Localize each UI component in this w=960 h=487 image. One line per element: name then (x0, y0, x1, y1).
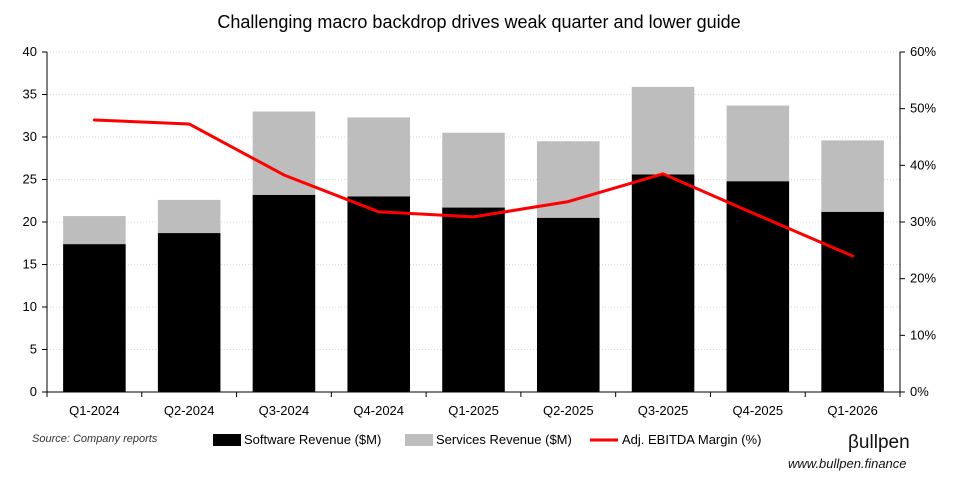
y-tick-label: 35 (23, 87, 37, 102)
y2-tick-label: 30% (910, 214, 936, 229)
margin-line-layer (92, 118, 855, 258)
y-tick-label: 40 (23, 44, 37, 59)
x-tick-label: Q4-2025 (733, 403, 784, 418)
bar-software (157, 233, 221, 392)
bar-software (726, 181, 790, 392)
legend-label-margin: Adj. EBITDA Margin (%) (622, 432, 761, 447)
y-tick-label: 10 (23, 299, 37, 314)
brand-logo: βullpen (848, 432, 910, 453)
y-tick-label: 0 (30, 384, 37, 399)
legend-label-services: Services Revenue ($M) (436, 432, 572, 447)
x-tick-label: Q1-2024 (69, 403, 120, 418)
bar-services (63, 216, 126, 245)
legend-swatch-software (213, 434, 241, 446)
bar-software (63, 244, 126, 392)
bar-software (252, 194, 316, 392)
chart-title: Challenging macro backdrop drives weak q… (217, 12, 740, 32)
bar-services (157, 199, 221, 234)
y-tick-label: 5 (30, 342, 37, 357)
y-tick-label: 25 (23, 172, 37, 187)
y-tick-label: 30 (23, 129, 37, 144)
legend-label-software: Software Revenue ($M) (244, 432, 381, 447)
bar-services (631, 86, 695, 175)
y2-tick-label: 10% (910, 327, 936, 342)
series-line-margin (92, 118, 855, 258)
bar-software (631, 174, 695, 392)
y2-tick-label: 40% (910, 157, 936, 172)
y2-tick-label: 60% (910, 44, 936, 59)
x-tick-label: Q3-2025 (638, 403, 689, 418)
bar-services (726, 105, 790, 182)
y-tick-label: 20 (23, 214, 37, 229)
bar-software (347, 196, 410, 392)
bar-services (442, 132, 505, 208)
bar-services (821, 140, 884, 212)
bars (63, 86, 884, 392)
x-tick-label: Q2-2024 (164, 403, 215, 418)
x-tick-label: Q1-2025 (448, 403, 499, 418)
bar-software (537, 217, 600, 392)
x-tick-label: Q1-2026 (827, 403, 878, 418)
y-tick-label: 15 (23, 257, 37, 272)
bar-software (442, 207, 505, 392)
y2-tick-label: 50% (910, 101, 936, 116)
bar-services (252, 111, 316, 195)
legend: Software Revenue ($M) Services Revenue (… (213, 432, 761, 447)
x-tick-label: Q3-2024 (259, 403, 310, 418)
y2-tick-label: 20% (910, 271, 936, 286)
axes: 0 5 10 15 20 25 30 35 40 0% 10% 20% 30% 40% 50% 60% Q1-2… (23, 44, 937, 418)
x-tick-label: Q4-2024 (353, 403, 404, 418)
source-note: Source: Company reports (32, 433, 158, 445)
x-tick-label: Q2-2025 (543, 403, 594, 418)
y2-tick-label: 0% (910, 384, 929, 399)
brand-url: www.bullpen.finance (788, 456, 907, 471)
bar-services (347, 117, 410, 197)
bar-software (821, 211, 884, 392)
legend-swatch-services (405, 434, 433, 446)
